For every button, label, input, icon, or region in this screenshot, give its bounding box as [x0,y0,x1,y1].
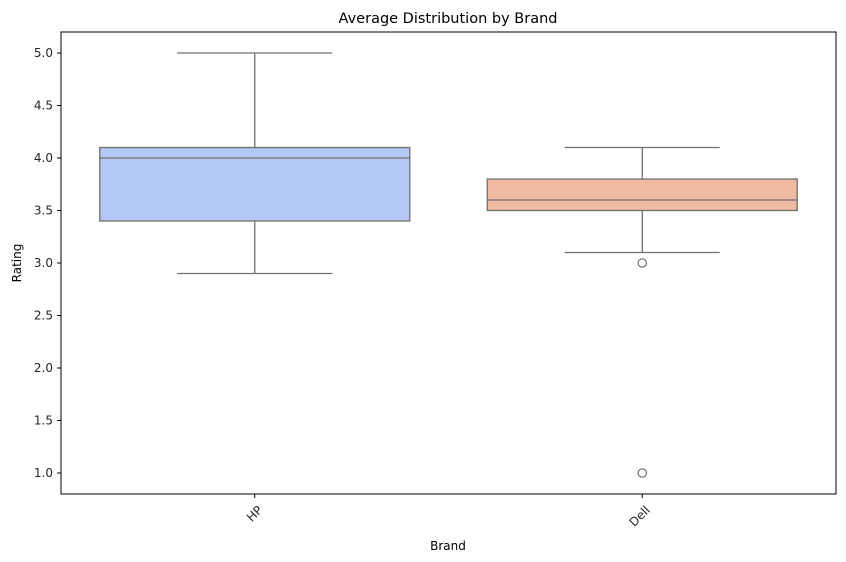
outlier-point [637,468,648,478]
iqr-box [99,146,411,222]
chart-title: Average Distribution by Brand [339,11,558,27]
y-axis-label: Rating [10,244,24,283]
y-tick-label: 1.0 [34,466,53,480]
iqr-box [486,178,798,212]
y-tick-label: 3.0 [34,256,53,270]
y-axis: 1.0 1.5 2.0 2.5 3.0 3.5 4.0 4.5 5.0 [34,46,61,480]
box-hp [99,52,411,275]
y-tick-label: 2.5 [34,309,53,323]
boxes-group [99,52,798,478]
x-tick-label: Dell [626,503,652,529]
x-tick-label: HP [244,503,265,524]
y-tick-label: 5.0 [34,46,53,60]
y-tick-label: 4.5 [34,99,53,113]
outlier-point [637,258,648,268]
plot-area-frame [60,31,837,495]
y-tick-label: 3.5 [34,204,53,218]
x-axis-label: Brand [430,539,466,553]
box-dell [486,146,798,478]
y-tick-label: 4.0 [34,151,53,165]
y-tick-label: 1.5 [34,414,53,428]
y-tick-label: 2.0 [34,361,53,375]
x-axis: HP Dell [244,494,653,529]
